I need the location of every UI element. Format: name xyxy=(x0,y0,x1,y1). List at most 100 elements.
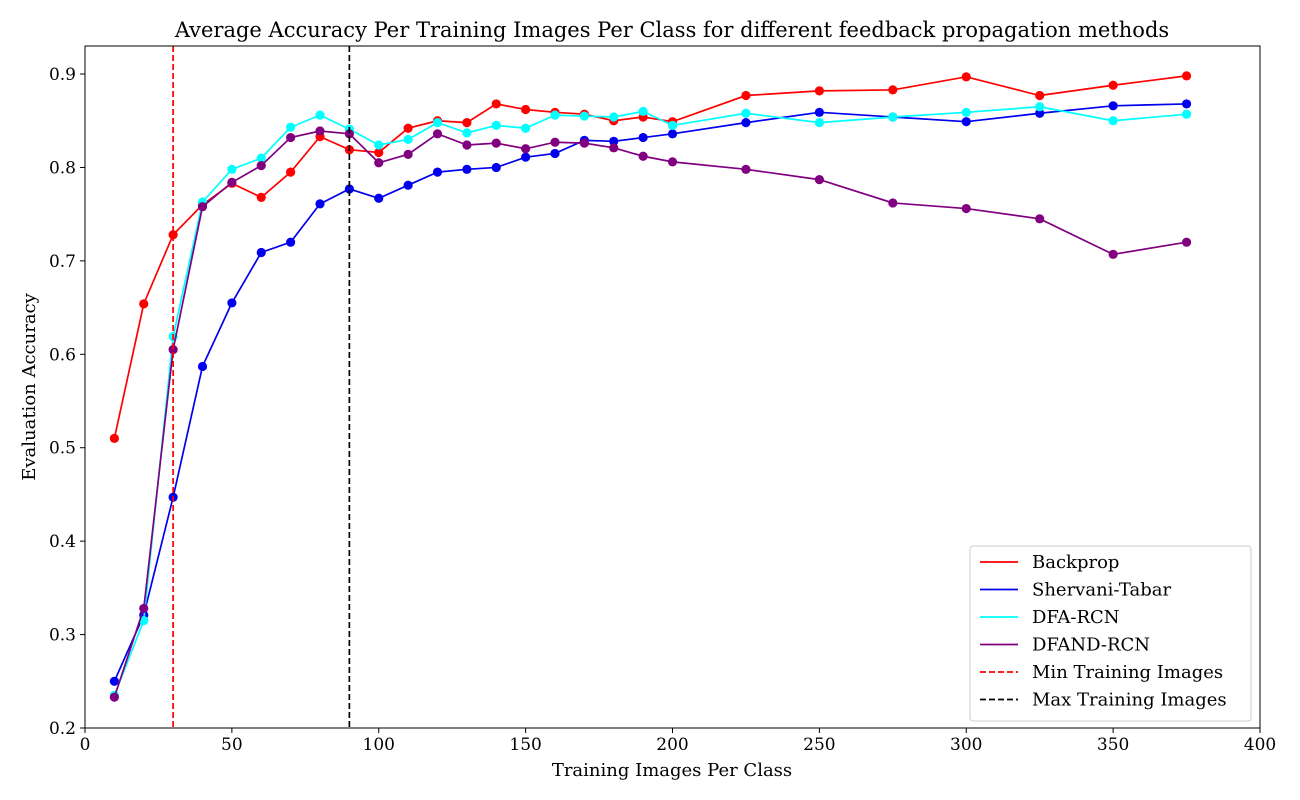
x-tick-label: 300 xyxy=(950,735,982,755)
data-point-dfa-rcn xyxy=(667,120,678,131)
x-axis-title: Training Images Per Class xyxy=(552,760,792,781)
data-point-shervani-tabar xyxy=(1035,108,1045,118)
data-point-dfand-rcn xyxy=(741,164,751,174)
data-point-shervani-tabar xyxy=(1108,101,1118,111)
legend: Backprop Shervani-Tabar DFA-RCN DFAND-RCN Mi… xyxy=(969,545,1252,722)
data-point-dfa-rcn xyxy=(1108,116,1118,126)
data-point-dfand-rcn xyxy=(109,692,119,702)
x-axis: 0 50 100 150 200 250 300 350 400 xyxy=(80,728,1276,755)
data-point-dfand-rcn xyxy=(315,126,325,136)
data-point-shervani-tabar xyxy=(315,199,325,209)
data-point-backprop xyxy=(168,230,178,240)
data-point-backprop xyxy=(1035,90,1045,101)
data-point-dfa-rcn xyxy=(256,153,266,163)
data-point-shervani-tabar xyxy=(814,107,824,117)
data-point-shervani-tabar xyxy=(109,676,119,686)
data-point-dfa-rcn xyxy=(609,112,619,122)
data-point-dfand-rcn xyxy=(403,149,413,159)
x-tick-label: 400 xyxy=(1244,735,1276,755)
data-point-backprop xyxy=(109,433,119,443)
data-point-dfand-rcn xyxy=(344,129,354,139)
data-point-shervani-tabar xyxy=(403,180,413,190)
chart-title: Average Accuracy Per Training Images Per… xyxy=(174,18,1169,42)
data-point-shervani-tabar xyxy=(521,152,531,162)
legend-label-shervani-tabar: Shervani-Tabar xyxy=(1032,580,1171,601)
data-point-dfand-rcn xyxy=(462,140,472,150)
data-point-dfand-rcn xyxy=(139,603,149,614)
data-point-shervani-tabar xyxy=(961,117,971,127)
y-tick-label: 0.2 xyxy=(49,719,76,739)
x-tick-label: 250 xyxy=(803,735,835,755)
data-point-dfand-rcn xyxy=(550,137,560,147)
y-tick-label: 0.8 xyxy=(49,158,76,178)
y-tick-label: 0.4 xyxy=(49,532,76,552)
data-point-dfa-rcn xyxy=(286,122,296,132)
legend-label-backprop: Backprop xyxy=(1032,552,1119,573)
data-point-dfa-rcn xyxy=(961,107,971,117)
data-point-backprop xyxy=(814,86,824,96)
y-tick-label: 0.3 xyxy=(49,626,76,646)
data-point-dfa-rcn xyxy=(374,140,384,150)
data-point-dfand-rcn xyxy=(579,138,589,148)
legend-box xyxy=(969,545,1252,722)
data-point-shervani-tabar xyxy=(374,193,384,203)
data-point-backprop xyxy=(462,118,472,128)
data-point-backprop xyxy=(1108,80,1118,90)
series-line-backprop xyxy=(113,75,1187,439)
data-point-shervani-tabar xyxy=(227,298,237,308)
data-point-shervani-tabar xyxy=(432,167,443,177)
data-point-backprop xyxy=(374,147,384,158)
data-point-dfand-rcn xyxy=(256,160,266,171)
data-point-shervani-tabar xyxy=(609,136,619,146)
data-point-backprop xyxy=(741,90,751,101)
y-axis-title: Evaluation Accuracy xyxy=(19,292,40,480)
data-point-shervani-tabar xyxy=(197,361,208,372)
data-point-dfa-rcn xyxy=(1035,102,1045,112)
legend-label-dfa-rcn: DFA-RCN xyxy=(1032,607,1120,628)
data-point-dfand-rcn xyxy=(374,158,384,168)
y-tick-label: 0.7 xyxy=(49,252,76,272)
data-point-dfa-rcn xyxy=(1181,109,1192,119)
data-point-backprop xyxy=(403,123,413,133)
data-point-dfand-rcn xyxy=(1035,214,1045,224)
data-point-dfand-rcn xyxy=(286,132,296,143)
x-tick-label: 0 xyxy=(80,735,91,755)
data-point-shervani-tabar xyxy=(256,247,266,258)
data-point-backprop xyxy=(256,192,266,202)
data-point-dfand-rcn xyxy=(814,174,824,185)
x-tick-label: 350 xyxy=(1097,735,1129,755)
data-point-dfa-rcn xyxy=(432,118,443,128)
x-tick-label: 100 xyxy=(363,735,395,755)
data-point-dfa-rcn xyxy=(550,110,560,120)
data-point-backprop xyxy=(888,85,898,95)
data-point-dfand-rcn xyxy=(609,143,619,153)
data-point-dfand-rcn xyxy=(961,203,971,214)
legend-label-max-training-images: Max Training Images xyxy=(1032,690,1227,711)
data-point-dfand-rcn xyxy=(227,177,237,187)
y-axis: 0.2 0.3 0.4 0.5 0.6 0.7 0.8 0.9 xyxy=(49,65,85,739)
data-point-dfa-rcn xyxy=(814,118,824,128)
data-point-backprop xyxy=(521,104,531,115)
data-point-dfa-rcn xyxy=(638,106,648,116)
x-tick-label: 50 xyxy=(221,735,243,755)
data-point-shervani-tabar xyxy=(286,237,296,247)
data-point-dfa-rcn xyxy=(139,615,149,626)
data-point-backprop xyxy=(1181,71,1192,81)
data-point-backprop xyxy=(491,99,501,109)
y-tick-label: 0.9 xyxy=(49,65,76,85)
data-point-dfand-rcn xyxy=(1181,237,1192,247)
data-point-shervani-tabar xyxy=(638,132,648,143)
data-point-dfa-rcn xyxy=(315,110,325,120)
data-point-dfand-rcn xyxy=(432,129,443,139)
y-tick-label: 0.6 xyxy=(49,345,76,365)
data-point-backprop xyxy=(286,167,296,177)
data-point-backprop xyxy=(139,299,149,309)
data-point-shervani-tabar xyxy=(344,184,354,194)
data-point-dfa-rcn xyxy=(888,112,898,122)
data-point-dfa-rcn xyxy=(491,120,501,131)
legend-label-min-training-images: Min Training Images xyxy=(1032,662,1223,683)
data-point-shervani-tabar xyxy=(462,164,472,174)
data-point-shervani-tabar xyxy=(741,118,751,128)
data-point-dfand-rcn xyxy=(521,144,531,154)
